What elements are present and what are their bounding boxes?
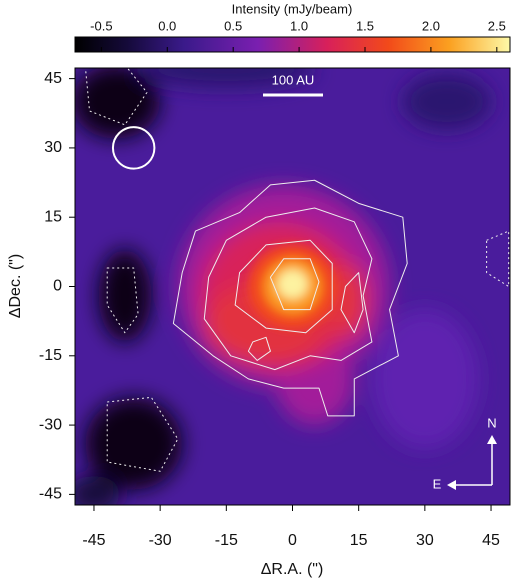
colorbar-tick-label: 1.5 <box>356 18 374 33</box>
contour <box>247 336 271 361</box>
y-tick-label: 30 <box>44 139 62 156</box>
colorbar-tick-label: 1.0 <box>290 18 308 33</box>
y-tick-label: -15 <box>39 347 62 364</box>
y-tick-label: 0 <box>53 278 62 295</box>
colorbar-label: Intensity (mJy/beam) <box>232 1 353 16</box>
dark-patch <box>402 74 492 130</box>
contour <box>234 239 333 334</box>
colorbar-tick-label: -0.5 <box>90 18 112 33</box>
x-tick-label: -45 <box>82 532 105 549</box>
scalebar-label: 100 AU <box>272 72 315 87</box>
colorbar-tick-label: 0.0 <box>158 18 176 33</box>
x-tick-label: -30 <box>149 532 172 549</box>
y-tick-label: -45 <box>39 486 62 503</box>
contour <box>269 258 320 311</box>
y-tick-label: 45 <box>44 70 62 87</box>
x-tick-label: 0 <box>288 532 297 549</box>
x-axis-label: ΔR.A. (") <box>261 561 324 578</box>
y-axis-label: ΔDec. (") <box>7 254 24 318</box>
dark-patch <box>98 249 152 342</box>
dark-patch <box>75 68 161 139</box>
y-tick-label: -30 <box>39 416 62 433</box>
compass-north-label: N <box>487 415 496 430</box>
purple-patch <box>371 309 478 449</box>
contour-negative <box>106 396 179 472</box>
core-peak <box>277 269 308 299</box>
contour-negative <box>486 230 510 287</box>
x-tick-label: -15 <box>215 532 238 549</box>
compass-arrow <box>487 435 497 444</box>
intensity-map <box>75 68 510 505</box>
colorbar-tick-label: 0.5 <box>224 18 242 33</box>
contour <box>340 272 364 334</box>
contour <box>172 179 408 417</box>
x-tick-label: 30 <box>416 532 434 549</box>
dark-patch <box>138 68 315 88</box>
contour <box>203 207 373 371</box>
colorbar-tick-label: 2.0 <box>422 18 440 33</box>
core <box>248 244 337 329</box>
beam <box>111 126 156 170</box>
compass-east-label: E <box>433 476 442 491</box>
colorbar <box>74 36 511 53</box>
y-tick-label: 15 <box>44 208 62 225</box>
dark-patch <box>75 475 121 505</box>
dark-patch <box>85 397 183 490</box>
colorbar-tick-label: 2.5 <box>488 18 506 33</box>
x-tick-label: 15 <box>350 532 368 549</box>
x-tick-label: 45 <box>482 532 500 549</box>
compass-arrow <box>447 480 456 490</box>
